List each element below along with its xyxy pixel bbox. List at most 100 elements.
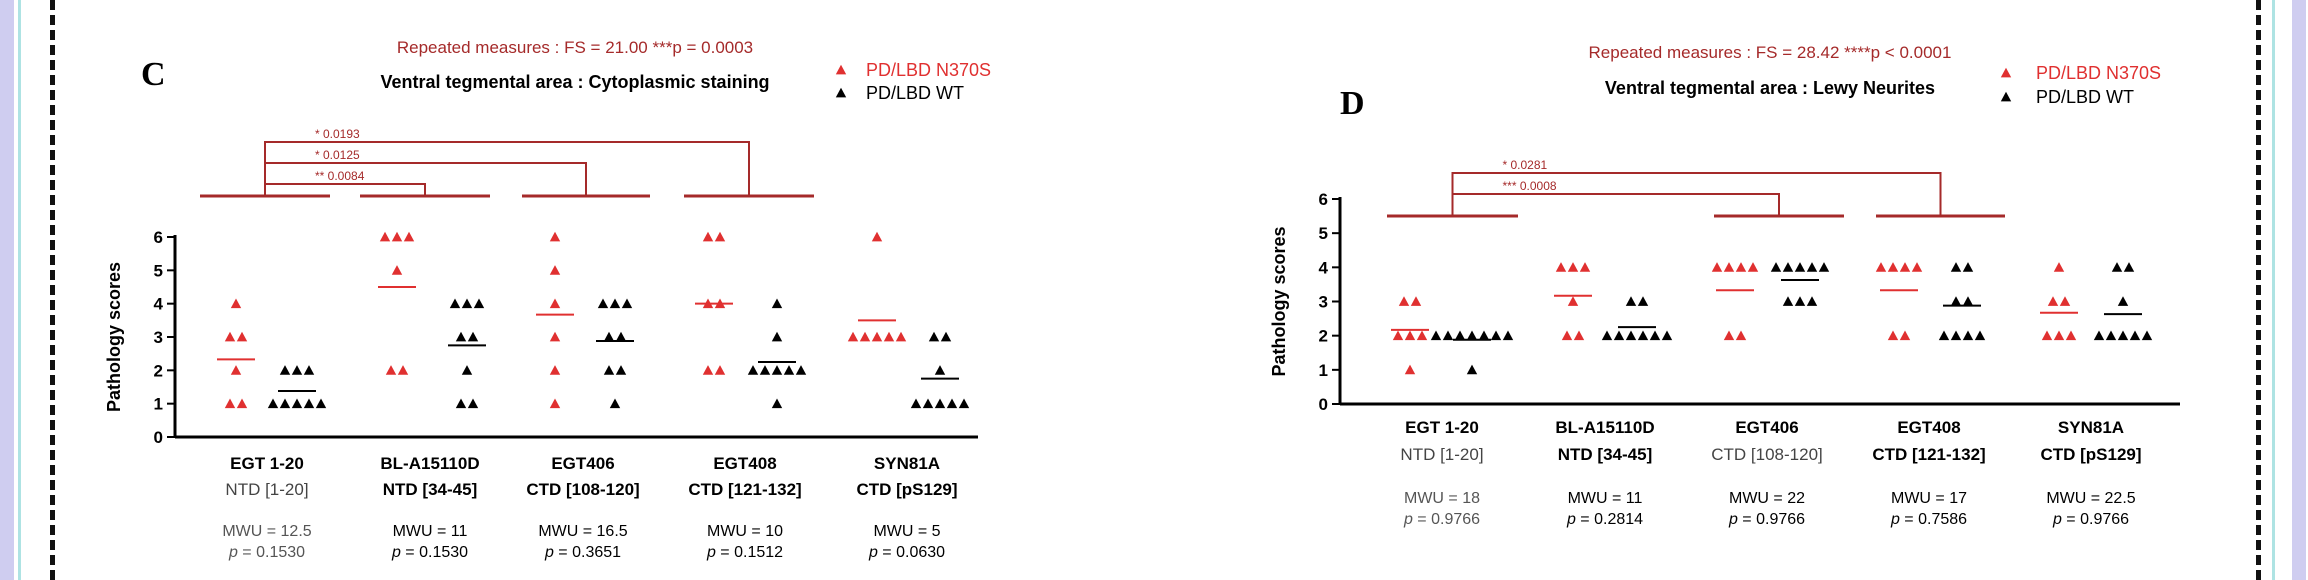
data-point-wt bbox=[467, 331, 479, 342]
data-point-n370s bbox=[2053, 330, 2065, 341]
p-value: p = 0.9766 bbox=[1403, 511, 1480, 528]
left-border-band bbox=[0, 0, 14, 580]
mwu-value: MWU = 10 bbox=[707, 523, 783, 540]
chart-panel-d: D Repeated measures : FS = 28.42 ****p < … bbox=[1269, 43, 2180, 528]
epitope-label: CTD [121-132] bbox=[688, 480, 801, 499]
data-point-wt bbox=[449, 298, 461, 309]
data-point-wt bbox=[1637, 330, 1649, 341]
data-point-n370s bbox=[549, 298, 561, 309]
p-value: p = 0.9766 bbox=[1728, 511, 1805, 528]
epitope-label: NTD [34-45] bbox=[383, 480, 477, 499]
data-point-n370s bbox=[1735, 330, 1747, 341]
panel-label: D bbox=[1340, 85, 1365, 122]
data-point-n370s bbox=[1410, 296, 1422, 306]
data-point-n370s bbox=[391, 231, 403, 242]
data-point-wt bbox=[1502, 330, 1514, 341]
data-point-n370s bbox=[859, 331, 871, 342]
data-point-wt bbox=[603, 365, 615, 375]
data-point-wt bbox=[1950, 296, 1962, 306]
p-value: p = 0.1530 bbox=[391, 544, 468, 561]
data-point-wt bbox=[1770, 262, 1782, 272]
epitope-label: CTD [108-120] bbox=[1711, 445, 1823, 464]
significance-label: ** 0.0084 bbox=[315, 169, 365, 183]
data-point-wt bbox=[1782, 296, 1794, 306]
data-point-n370s bbox=[1723, 330, 1735, 341]
data-point-n370s bbox=[1567, 296, 1579, 306]
stats-header: Repeated measures : FS = 28.42 ****p < 0… bbox=[1589, 43, 1952, 62]
data-point-wt bbox=[795, 365, 807, 375]
data-point-wt bbox=[1938, 330, 1950, 341]
data-point-wt bbox=[928, 331, 940, 342]
data-point-n370s bbox=[2041, 330, 2053, 341]
data-point-n370s bbox=[224, 331, 236, 342]
data-point-n370s bbox=[236, 398, 248, 409]
data-point-wt bbox=[1637, 296, 1649, 306]
data-point-n370s bbox=[1416, 330, 1428, 341]
significance-label: * 0.0193 bbox=[315, 127, 360, 141]
data-point-wt bbox=[1442, 330, 1454, 341]
p-value: p = 0.7586 bbox=[1890, 511, 1967, 528]
data-point-wt bbox=[1950, 330, 1962, 341]
data-point-n370s bbox=[895, 331, 907, 342]
data-point-n370s bbox=[385, 365, 397, 375]
y-tick-label: 3 bbox=[1319, 293, 1328, 312]
data-point-n370s bbox=[702, 231, 714, 242]
y-tick-label: 1 bbox=[1319, 361, 1328, 380]
p-value: p = 0.1530 bbox=[228, 544, 305, 561]
data-point-wt bbox=[934, 365, 946, 375]
data-point-n370s bbox=[1899, 262, 1911, 272]
data-point-n370s bbox=[391, 265, 403, 275]
y-tick-label: 2 bbox=[154, 361, 163, 380]
data-point-wt bbox=[1625, 330, 1637, 341]
data-point-n370s bbox=[1561, 330, 1573, 341]
data-point-n370s bbox=[2065, 330, 2077, 341]
y-tick-label: 5 bbox=[154, 261, 163, 280]
x-category-label: SYN81A bbox=[2058, 418, 2124, 437]
data-point-wt bbox=[467, 398, 479, 409]
data-point-wt bbox=[473, 298, 485, 309]
data-point-n370s bbox=[1723, 262, 1735, 272]
x-category-label: EGT408 bbox=[1897, 418, 1960, 437]
data-point-wt bbox=[1794, 262, 1806, 272]
x-category-label: EGT406 bbox=[551, 454, 614, 473]
data-point-wt bbox=[1490, 330, 1502, 341]
p-value: p = 0.0630 bbox=[868, 544, 945, 561]
y-tick-label: 4 bbox=[154, 295, 164, 314]
x-category-label: EGT408 bbox=[713, 454, 776, 473]
significance-bracket bbox=[264, 162, 587, 196]
data-point-n370s bbox=[1887, 330, 1899, 341]
data-point-n370s bbox=[702, 365, 714, 375]
data-point-wt bbox=[1950, 262, 1962, 272]
data-point-n370s bbox=[1567, 262, 1579, 272]
y-tick-label: 3 bbox=[154, 328, 163, 347]
data-point-n370s bbox=[549, 265, 561, 275]
p-value: p = 0.3651 bbox=[544, 544, 621, 561]
data-point-wt bbox=[1478, 330, 1490, 341]
legend-label-wt: PD/LBD WT bbox=[2036, 87, 2134, 107]
data-point-n370s bbox=[714, 231, 726, 242]
data-point-wt bbox=[303, 398, 315, 409]
mwu-value: MWU = 22 bbox=[1729, 490, 1805, 507]
epitope-label: CTD [pS129] bbox=[2040, 445, 2141, 464]
data-point-wt bbox=[615, 331, 627, 342]
right-border-line bbox=[2272, 0, 2275, 580]
data-point-n370s bbox=[397, 365, 409, 375]
mwu-value: MWU = 17 bbox=[1891, 490, 1967, 507]
data-point-n370s bbox=[871, 331, 883, 342]
data-point-wt bbox=[1649, 330, 1661, 341]
p-value: p = 0.2814 bbox=[1566, 511, 1643, 528]
y-tick-label: 4 bbox=[1319, 258, 1329, 277]
data-point-wt bbox=[1625, 296, 1637, 306]
data-point-n370s bbox=[1887, 262, 1899, 272]
data-point-wt bbox=[1962, 296, 1974, 306]
data-point-wt bbox=[759, 365, 771, 375]
panel-label: C bbox=[141, 56, 166, 93]
y-tick-label: 2 bbox=[1319, 327, 1328, 346]
data-point-wt bbox=[461, 298, 473, 309]
y-tick-label: 1 bbox=[154, 395, 163, 414]
data-point-wt bbox=[1466, 330, 1478, 341]
data-point-wt bbox=[315, 398, 327, 409]
data-point-n370s bbox=[847, 331, 859, 342]
stats-header: Repeated measures : FS = 21.00 ***p = 0.… bbox=[397, 38, 753, 57]
